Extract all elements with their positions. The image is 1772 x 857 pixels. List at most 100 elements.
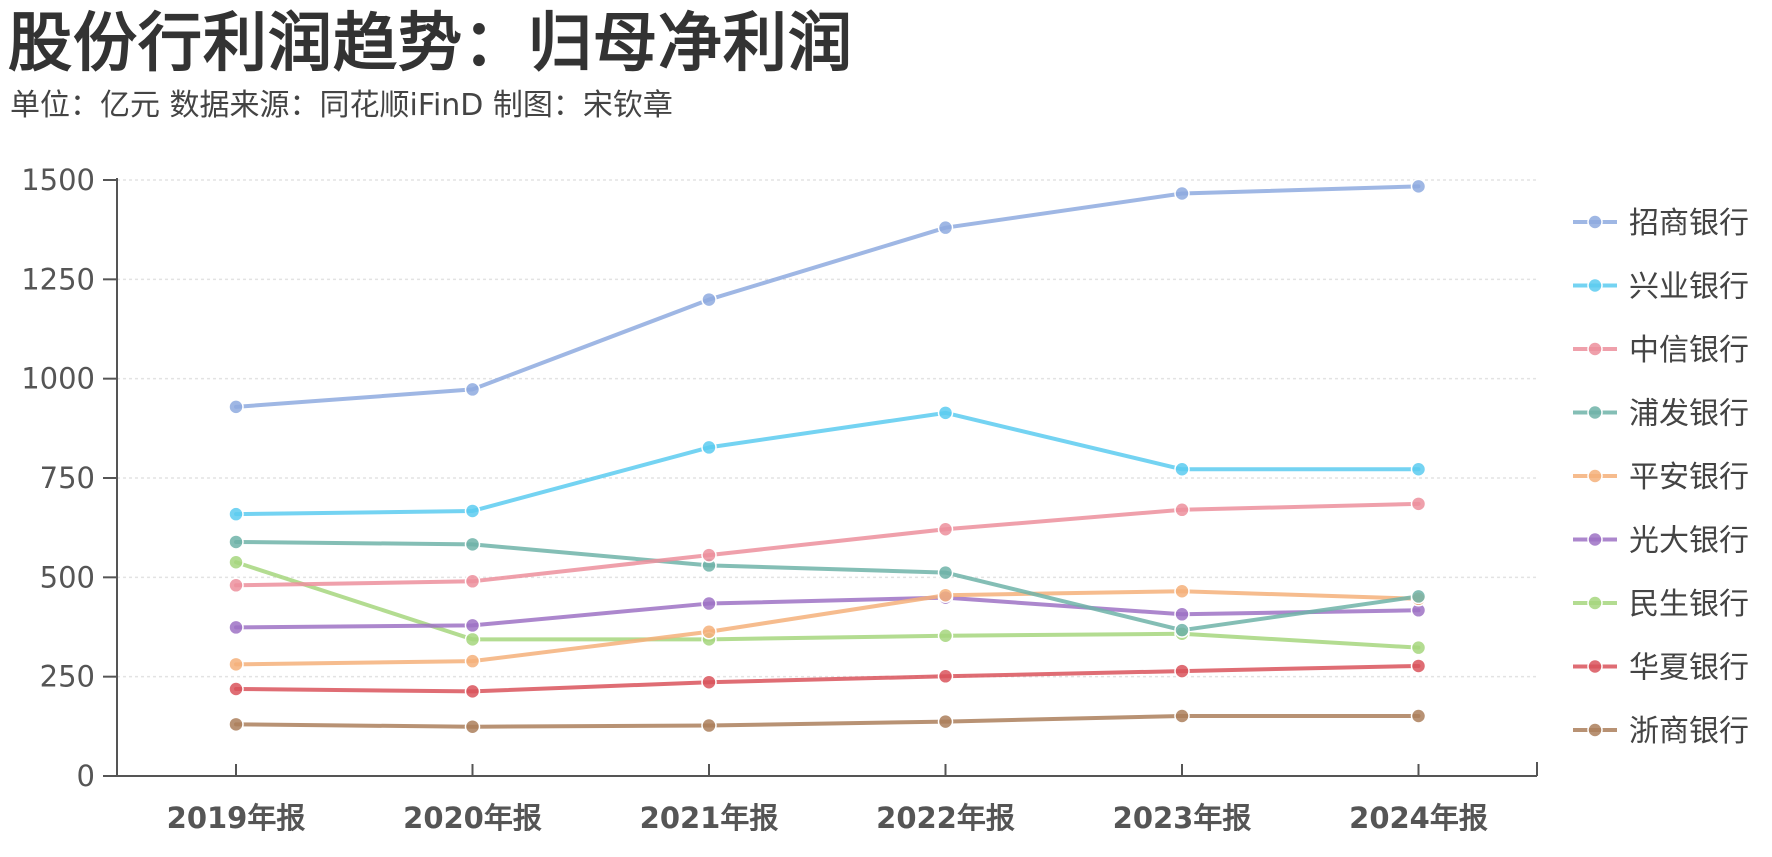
data-point[interactable] [228, 399, 244, 415]
data-point[interactable] [1174, 185, 1190, 202]
series-line [234, 663, 1421, 694]
series-line [234, 560, 1421, 650]
data-point[interactable] [228, 619, 244, 636]
legend-label: 浙商银行 [1629, 714, 1749, 749]
data-point[interactable] [1410, 639, 1427, 656]
data-point[interactable] [1174, 708, 1190, 724]
data-point[interactable] [937, 405, 954, 421]
legend-item[interactable]: 中信银行 [1573, 333, 1749, 368]
legend-item[interactable]: 兴业银行 [1573, 270, 1749, 305]
legend-marker [1587, 214, 1603, 230]
legend-marker [1587, 277, 1603, 294]
y-tick-label: 1500 [21, 163, 95, 197]
series-line [234, 714, 1421, 729]
data-point[interactable] [1410, 178, 1427, 195]
legend-label: 民生银行 [1629, 587, 1749, 622]
legend-label: 招商银行 [1629, 206, 1749, 241]
legend-marker [1587, 595, 1603, 611]
legend-item[interactable]: 浙商银行 [1573, 714, 1749, 749]
data-point[interactable] [228, 656, 244, 673]
data-point[interactable] [701, 595, 717, 612]
series-line [234, 589, 1421, 667]
data-point[interactable] [701, 547, 717, 563]
data-point[interactable] [1174, 583, 1190, 599]
data-point[interactable] [464, 536, 481, 553]
data-point[interactable] [464, 683, 481, 700]
data-point[interactable] [228, 534, 244, 550]
data-point[interactable] [228, 716, 244, 733]
x-tick-label: 2020年报 [403, 801, 542, 835]
data-point[interactable] [937, 713, 954, 730]
x-tick-label: 2023年报 [1113, 801, 1252, 835]
x-tick-label: 2021年报 [640, 801, 779, 835]
series-line [234, 595, 1421, 630]
chart-title: 股份行利润趋势：归母净利润 [8, 7, 853, 81]
data-point[interactable] [701, 717, 717, 734]
data-point[interactable] [1410, 496, 1427, 512]
x-tick-label: 2024年报 [1349, 801, 1488, 835]
y-tick-label: 750 [40, 461, 95, 495]
legend-item[interactable]: 光大银行 [1573, 524, 1749, 559]
data-point[interactable] [1174, 606, 1190, 623]
data-point[interactable] [1174, 461, 1190, 478]
legend-label: 平安银行 [1629, 460, 1749, 495]
legend-label: 浦发银行 [1629, 397, 1749, 432]
y-tick-label: 0 [77, 759, 95, 793]
legend-item[interactable]: 华夏银行 [1573, 651, 1749, 686]
data-point[interactable] [701, 291, 717, 308]
data-point[interactable] [937, 564, 954, 581]
data-point[interactable] [464, 653, 481, 669]
legend-marker [1587, 531, 1603, 548]
data-point[interactable] [464, 718, 481, 735]
data-point[interactable] [464, 381, 481, 398]
data-point[interactable] [464, 617, 481, 634]
legend-marker [1587, 341, 1603, 357]
legend-marker [1587, 722, 1603, 738]
legend-item[interactable]: 浦发银行 [1573, 397, 1749, 432]
x-tick-label: 2019年报 [167, 801, 306, 835]
data-point[interactable] [1410, 461, 1427, 478]
series-line [234, 410, 1421, 517]
data-point[interactable] [1410, 658, 1427, 674]
y-tick-label: 1000 [21, 362, 95, 396]
data-point[interactable] [937, 627, 954, 644]
data-point[interactable] [701, 439, 717, 456]
legend-marker [1587, 468, 1603, 484]
data-point[interactable] [464, 573, 481, 590]
data-point[interactable] [228, 554, 244, 570]
data-point[interactable] [464, 631, 481, 648]
series-line [234, 184, 1421, 409]
series-line [234, 539, 1421, 633]
axes: 0 250 500 750 1000 1250 1500 2019年报 2020年报 2021年报… [21, 163, 1538, 835]
y-tick-label: 250 [40, 660, 95, 694]
data-point[interactable] [937, 219, 954, 236]
series-line [234, 501, 1421, 588]
grid-lines [117, 179, 1537, 678]
data-point[interactable] [937, 668, 954, 685]
data-point[interactable] [228, 506, 244, 522]
data-point[interactable] [228, 577, 244, 594]
data-point[interactable] [1174, 502, 1190, 518]
data-point[interactable] [1410, 708, 1427, 724]
chart-subtitle: 单位：亿元 数据来源：同花顺iFinD 制图：宋钦章 [10, 88, 673, 123]
legend-item[interactable]: 招商银行 [1573, 206, 1749, 241]
data-point[interactable] [701, 624, 717, 640]
data-point[interactable] [937, 521, 954, 538]
data-point[interactable] [228, 681, 244, 697]
data-point[interactable] [1410, 588, 1427, 605]
legend-label: 中信银行 [1629, 333, 1749, 368]
legend-marker [1587, 404, 1603, 421]
legend-label: 光大银行 [1629, 524, 1749, 559]
data-point[interactable] [464, 503, 481, 519]
legend-item[interactable]: 平安银行 [1573, 460, 1749, 495]
data-point[interactable] [1174, 663, 1190, 679]
legend-item[interactable]: 民生银行 [1573, 587, 1749, 622]
data-point[interactable] [701, 674, 717, 690]
legend-label: 华夏银行 [1629, 651, 1749, 686]
data-point[interactable] [1174, 622, 1190, 638]
y-tick-label: 500 [40, 560, 95, 594]
series-lines [228, 178, 1427, 735]
data-point[interactable] [937, 587, 954, 603]
